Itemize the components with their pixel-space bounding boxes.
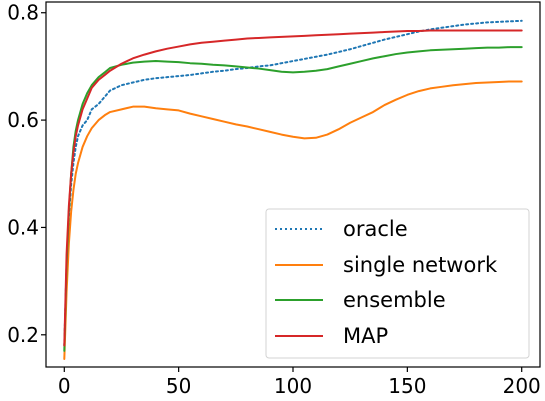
series-line-single-network: [63, 80, 523, 360]
y-axis: 0.2 0.4 0.6 0.8: [7, 1, 46, 347]
x-tick-label-1: 50: [166, 374, 191, 398]
legend-ensemble-label: ensemble: [343, 288, 446, 312]
y-tick-label-1: 0.4: [7, 215, 39, 239]
legend-single-network-label: single network: [343, 253, 498, 277]
x-tick-label-4: 200: [503, 374, 541, 398]
x-tick-label-2: 100: [274, 374, 312, 398]
legend-box: [265, 208, 530, 359]
y-tick-label-2: 0.6: [7, 108, 39, 132]
legend: oracle single network ensemble MAP: [265, 208, 530, 359]
x-tick-label-0: 0: [58, 374, 71, 398]
series-line-map: [63, 29, 523, 347]
y-tick-label-3: 0.8: [7, 1, 39, 25]
x-tick-label-3: 150: [388, 374, 426, 398]
legend-oracle-label: oracle: [343, 217, 408, 241]
legend-map-label: MAP: [343, 324, 388, 348]
x-axis: 0 50 100 150 200: [58, 367, 541, 398]
series-line-ensemble: [63, 46, 523, 352]
y-tick-label-0: 0.2: [7, 323, 39, 347]
series-layer: [63, 19, 523, 360]
